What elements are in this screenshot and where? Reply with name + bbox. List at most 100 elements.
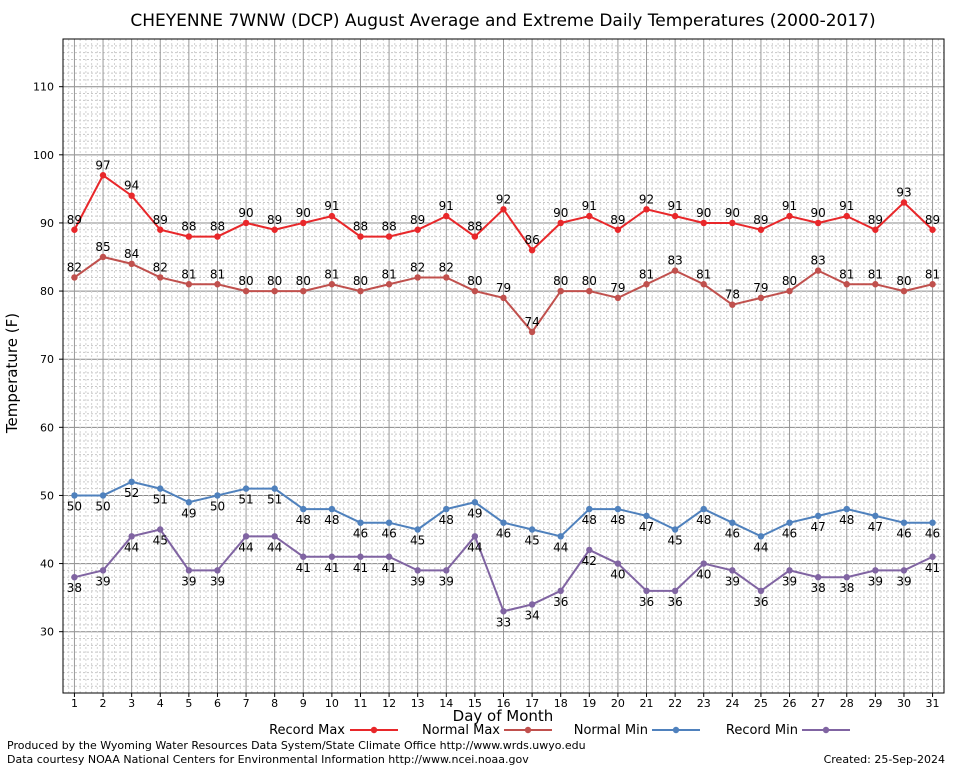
- data-point: [214, 281, 221, 288]
- data-label: 50: [210, 499, 225, 513]
- data-point: [700, 505, 707, 513]
- data-label: 88: [467, 220, 482, 234]
- legend-marker: [672, 726, 680, 734]
- data-label: 83: [811, 254, 826, 268]
- data-label: 44: [467, 540, 482, 554]
- data-point: [185, 233, 193, 240]
- data-point: [872, 226, 879, 233]
- data-point: [786, 212, 793, 220]
- data-label: 89: [610, 213, 625, 227]
- data-point: [528, 328, 536, 336]
- data-label: 48: [296, 513, 311, 527]
- data-label: 44: [553, 540, 568, 554]
- data-point: [671, 212, 679, 220]
- data-label: 48: [839, 513, 854, 527]
- data-label: 80: [582, 274, 597, 288]
- footer-credit-line-1: Produced by the Wyoming Water Resources …: [7, 739, 586, 752]
- data-label: 45: [667, 534, 682, 548]
- data-label: 44: [124, 540, 139, 554]
- data-label: 79: [610, 281, 625, 295]
- data-label: 90: [296, 206, 311, 220]
- data-label: 82: [67, 260, 82, 274]
- data-label: 80: [553, 274, 568, 288]
- data-point: [157, 485, 164, 492]
- data-point: [700, 281, 707, 288]
- data-label: 86: [524, 233, 539, 247]
- data-point: [385, 281, 393, 288]
- data-label: 91: [324, 199, 339, 213]
- data-point: [814, 512, 822, 520]
- data-label: 48: [696, 513, 711, 527]
- data-point: [471, 533, 479, 540]
- data-label: 49: [181, 506, 196, 520]
- data-point: [614, 505, 622, 513]
- data-label: 78: [725, 288, 740, 302]
- data-label: 41: [296, 561, 311, 575]
- data-point: [357, 233, 364, 240]
- data-label: 79: [496, 281, 511, 295]
- x-tick-label: 25: [754, 697, 768, 710]
- data-point: [814, 219, 822, 227]
- x-tick-label: 10: [325, 697, 339, 710]
- data-point: [528, 526, 536, 533]
- data-label: 51: [238, 493, 253, 507]
- data-point: [929, 281, 936, 288]
- x-tick-label: 3: [128, 697, 135, 710]
- data-label: 39: [410, 574, 425, 588]
- data-point: [586, 505, 593, 513]
- x-axis-title: Day of Month: [453, 707, 554, 725]
- data-point: [242, 287, 250, 295]
- data-label: 46: [725, 527, 740, 541]
- data-point: [328, 212, 336, 220]
- data-label: 50: [95, 499, 110, 513]
- data-label: 36: [639, 595, 654, 609]
- x-tick-label: 28: [840, 697, 854, 710]
- data-label: 36: [753, 595, 768, 609]
- data-label: 46: [925, 527, 940, 541]
- data-point: [557, 287, 564, 295]
- x-tick-label: 5: [185, 697, 192, 710]
- data-label: 44: [753, 540, 768, 554]
- chart-title: CHEYENNE 7WNW (DCP) August Average and E…: [130, 11, 875, 31]
- data-point: [557, 533, 564, 540]
- data-label: 89: [753, 213, 768, 227]
- data-label: 44: [267, 540, 282, 554]
- data-point: [528, 246, 536, 254]
- data-label: 79: [753, 281, 768, 295]
- data-label: 39: [868, 574, 883, 588]
- data-point: [242, 485, 250, 492]
- data-label: 81: [381, 267, 396, 281]
- data-point: [843, 573, 850, 581]
- data-point: [71, 492, 78, 499]
- data-label: 80: [267, 274, 282, 288]
- legend-marker: [524, 726, 532, 734]
- data-label: 48: [324, 513, 339, 527]
- data-label: 88: [381, 220, 396, 234]
- x-tick-label: 20: [611, 697, 625, 710]
- legend-label: Normal Min: [574, 723, 648, 738]
- y-tick-label: 60: [40, 421, 54, 434]
- data-point: [99, 172, 107, 179]
- data-label: 38: [839, 581, 854, 595]
- data-label: 82: [153, 260, 168, 274]
- data-label: 89: [153, 213, 168, 227]
- data-point: [786, 567, 793, 574]
- data-point: [300, 287, 307, 295]
- data-label: 41: [324, 561, 339, 575]
- data-point: [500, 206, 507, 213]
- x-tick-label: 21: [640, 697, 654, 710]
- x-tick-label: 1: [71, 697, 78, 710]
- data-point: [300, 505, 307, 513]
- data-point: [729, 519, 736, 526]
- data-label: 80: [296, 274, 311, 288]
- legend-item: Record Min: [726, 723, 850, 738]
- data-label: 41: [353, 561, 368, 575]
- data-label: 94: [124, 179, 139, 193]
- data-label: 84: [124, 247, 139, 261]
- data-point: [729, 219, 736, 227]
- data-point: [157, 274, 164, 281]
- data-label: 89: [410, 213, 425, 227]
- data-label: 89: [868, 213, 883, 227]
- legend-item: Normal Min: [574, 723, 700, 738]
